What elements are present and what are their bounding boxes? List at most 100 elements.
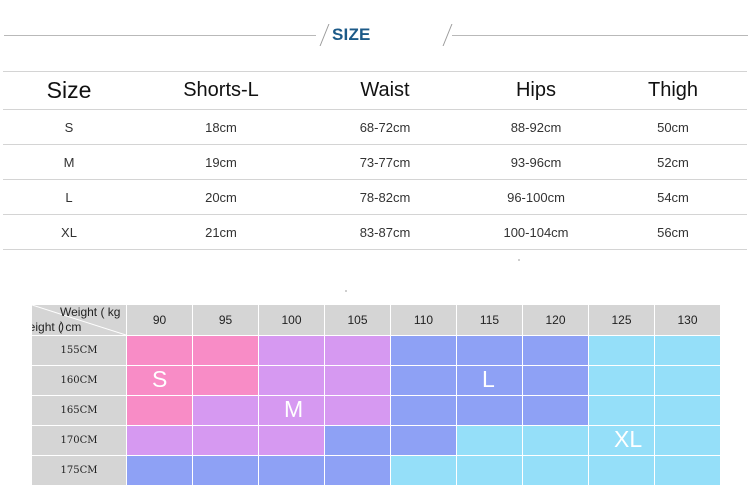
size-zone-cell: [588, 365, 654, 395]
size-zone-cell: [588, 425, 654, 455]
weight-column-header: 110: [390, 305, 456, 335]
table-cell: XL: [61, 224, 77, 240]
column-header: Size: [46, 77, 92, 103]
size-zone-cell: [456, 365, 522, 395]
size-zone-cell: [192, 455, 258, 485]
size-table-header: Size Shorts-L Waist Hips Thigh: [3, 71, 747, 110]
table-cell: 73-77cm: [359, 154, 411, 170]
size-zone-cell: [390, 335, 456, 365]
size-zone-cell: [192, 425, 258, 455]
size-zone-cell: [522, 425, 588, 455]
weight-column-header: 120: [522, 305, 588, 335]
table-cell: 68-72cm: [359, 119, 411, 135]
table-row: M 19cm 73-77cm 93-96cm 52cm: [3, 145, 747, 180]
weight-column-header: 90: [126, 305, 192, 335]
size-zone-label: M: [284, 396, 304, 422]
table-cell: 100-104cm: [503, 224, 569, 240]
weight-column-header: 115: [456, 305, 522, 335]
size-zone-cell: [456, 425, 522, 455]
weight-column-header: 105: [324, 305, 390, 335]
size-zone-cell: [258, 335, 324, 365]
size-zone-cell: [522, 335, 588, 365]
size-zone-label: L: [482, 366, 495, 392]
size-zone-cell: [126, 455, 192, 485]
height-row-label: 165CM: [32, 395, 126, 425]
size-zone-cell: [258, 425, 324, 455]
size-zone-cell: [390, 395, 456, 425]
size-zone-cell: [192, 335, 258, 365]
section-header: SIZE: [0, 0, 750, 60]
column-header: Waist: [360, 79, 410, 101]
table-cell: 88-92cm: [510, 119, 562, 135]
stray-dot: [518, 259, 520, 261]
header-slash-right: [442, 24, 453, 46]
size-zone-label: S: [152, 366, 168, 392]
table-cell: 78-82cm: [359, 189, 411, 205]
height-axis-label: height ( cm: [32, 320, 82, 334]
size-zone-cell: [192, 395, 258, 425]
weight-axis-label: Weight ( kg ): [60, 305, 121, 333]
table-row: XL 21cm 83-87cm 100-104cm 56cm: [3, 215, 747, 250]
size-zone-cell: [522, 395, 588, 425]
column-header: Hips: [515, 79, 556, 101]
size-zone-cell: [522, 455, 588, 485]
table-cell: 50cm: [657, 119, 689, 135]
chart-corner-cell: Weight ( kg ) height ( cm: [32, 305, 126, 335]
size-zone-cell: [324, 395, 390, 425]
height-row-label: 160CM: [32, 365, 126, 395]
table-cell: L: [65, 189, 73, 205]
size-zone-cell: [390, 425, 456, 455]
height-row-label: 170CM: [32, 425, 126, 455]
table-cell: 54cm: [657, 189, 689, 205]
weight-height-chart: Weight ( kg ) height ( cm 90951001051101…: [32, 305, 720, 485]
corner-diagonal: [32, 305, 126, 335]
size-zone-cell: [126, 425, 192, 455]
size-zone-cell: [324, 425, 390, 455]
size-zone-label: XL: [614, 426, 643, 452]
size-zone-cell: [654, 335, 720, 365]
size-zone-cell: [390, 365, 456, 395]
section-title: SIZE: [332, 25, 371, 44]
size-zone-cell: [258, 365, 324, 395]
weight-column-header: 125: [588, 305, 654, 335]
size-zone-cell: [588, 455, 654, 485]
size-zone-cell: [192, 365, 258, 395]
size-zone-cell: [324, 365, 390, 395]
column-header: Shorts-L: [183, 79, 259, 101]
weight-column-header: 100: [258, 305, 324, 335]
size-zone-cell: [654, 395, 720, 425]
column-header: Thigh: [647, 79, 699, 101]
height-row-label: 155CM: [32, 335, 126, 365]
size-zone-cell: [654, 425, 720, 455]
size-zone-cell: [324, 455, 390, 485]
size-zone-cell: [126, 395, 192, 425]
size-table: Size Shorts-L Waist Hips Thigh S 18cm 68-72cm 88…: [3, 71, 747, 250]
weight-column-header: 130: [654, 305, 720, 335]
size-zone-cell: [126, 335, 192, 365]
table-cell: 18cm: [205, 119, 237, 135]
size-zone-cell: [456, 395, 522, 425]
table-row: L 20cm 78-82cm 96-100cm 54cm: [3, 180, 747, 215]
table-row: S 18cm 68-72cm 88-92cm 50cm: [3, 110, 747, 145]
size-zone-cell: [588, 395, 654, 425]
weight-header-row: [32, 305, 720, 335]
size-zone-cell: [456, 455, 522, 485]
table-cell: S: [64, 119, 74, 135]
table-cell: 52cm: [657, 154, 689, 170]
stray-dot: [345, 290, 347, 292]
size-zone-cell: [654, 455, 720, 485]
header-divider-left: [4, 35, 316, 36]
header-slash-left: [319, 24, 330, 46]
header-divider-right: [452, 35, 748, 36]
table-cell: 96-100cm: [507, 189, 565, 205]
table-cell: 83-87cm: [359, 224, 411, 240]
size-zone-cell: [522, 365, 588, 395]
size-zone-cell: [456, 335, 522, 365]
size-zone-cell: [654, 365, 720, 395]
table-cell: 93-96cm: [510, 154, 562, 170]
table-cell: 19cm: [205, 154, 237, 170]
table-cell: 20cm: [205, 189, 237, 205]
table-cell: M: [63, 154, 75, 170]
size-zone-cell: [390, 455, 456, 485]
size-zone-cell: [324, 335, 390, 365]
